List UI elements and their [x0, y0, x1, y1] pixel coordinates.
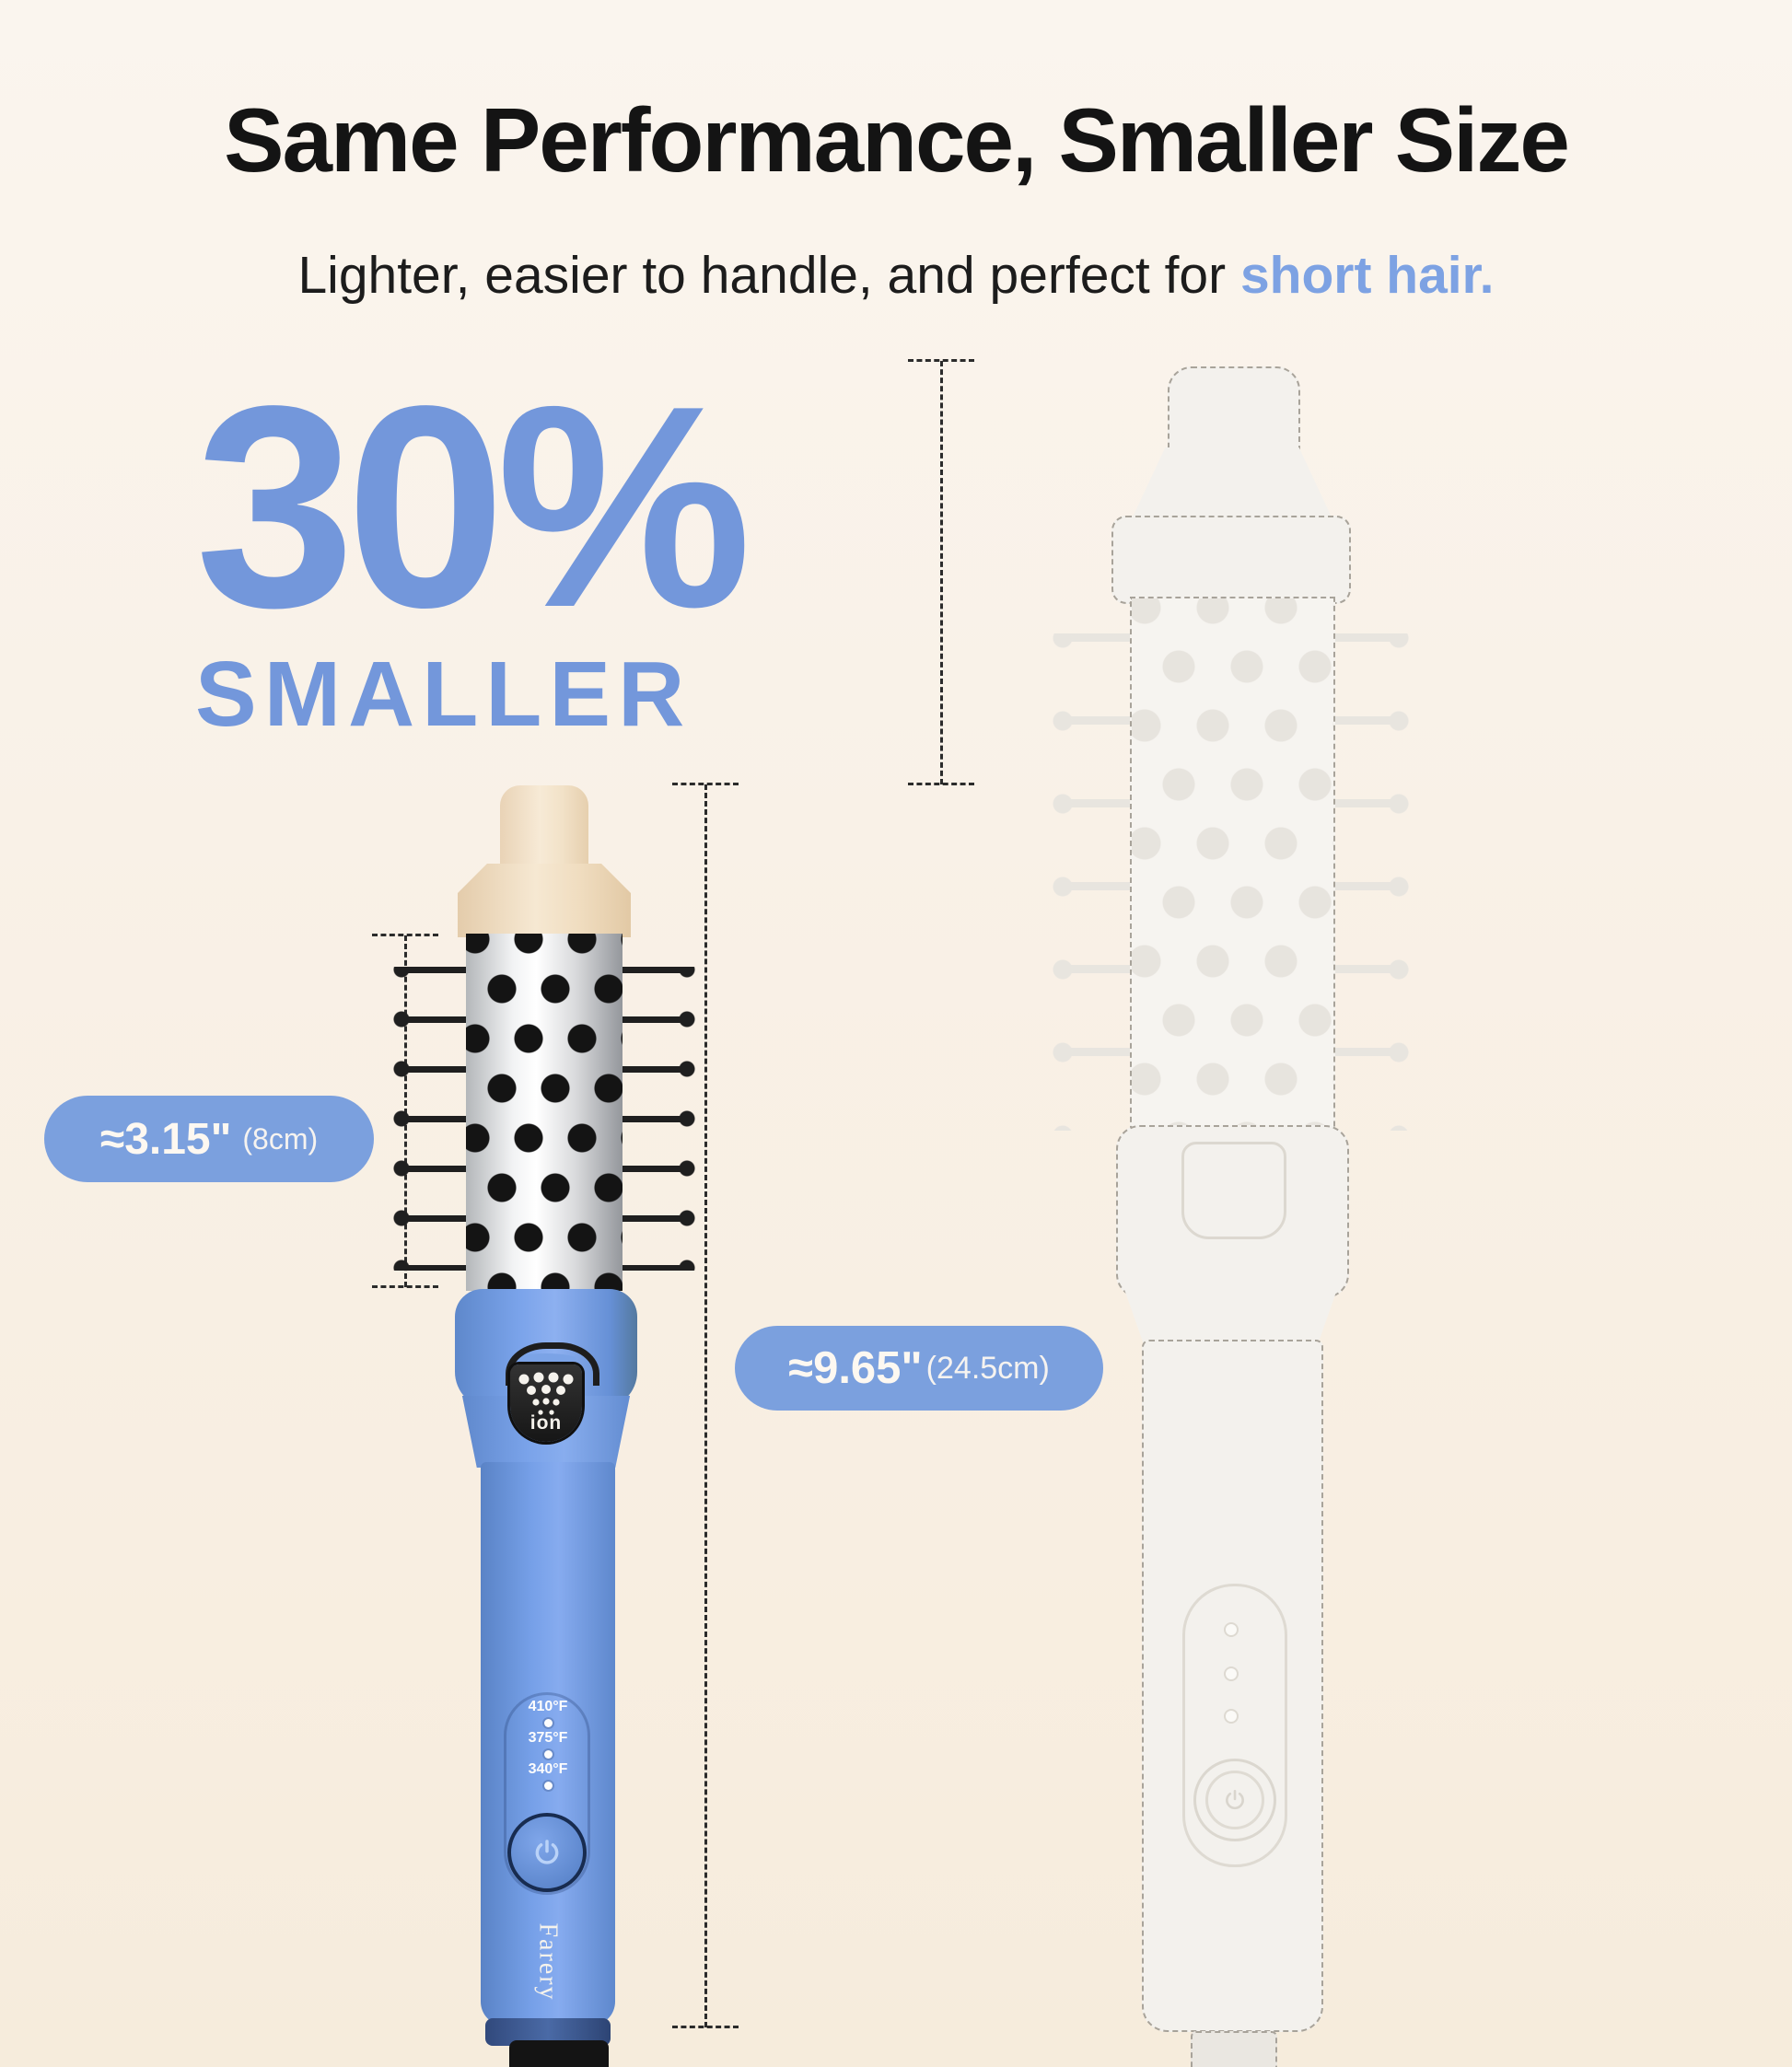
ghost-cord-base — [1191, 2031, 1277, 2067]
line-cap — [672, 2026, 739, 2028]
ghost-body-taper — [1123, 1285, 1339, 1344]
ghost-handle — [1142, 1340, 1323, 2032]
temp-setting-mid: 375°F — [528, 1730, 568, 1746]
line-cap — [372, 1285, 438, 1288]
ion-badge-hood — [506, 1342, 599, 1386]
total-length-unit: (24.5cm) — [925, 1350, 1050, 1386]
ghost-ion-cover — [1181, 1142, 1286, 1239]
power-button — [507, 1813, 587, 1892]
product-barrel — [466, 934, 623, 1291]
total-length-badge: ≈9.65" (24.5cm) — [735, 1326, 1103, 1411]
ghost-control-panel — [1182, 1584, 1287, 1867]
barrel-length-value: ≈3.15" — [99, 1114, 232, 1164]
power-icon — [535, 1840, 559, 1864]
ion-label: ion — [529, 1412, 563, 1434]
product-tip-cap-flare — [458, 864, 631, 937]
line-stem — [704, 784, 707, 2027]
product-handle — [481, 1462, 615, 2026]
line-cap — [672, 783, 739, 785]
subtitle-text: Lighter, easier to handle, and perfect f… — [297, 246, 1240, 305]
line-stem — [940, 361, 943, 784]
ghost-barrel — [1130, 597, 1335, 1132]
page-title: Same Performance, Smaller Size — [224, 89, 1570, 191]
size-stat: 30% SMALLER — [195, 347, 751, 748]
product-tip-cap — [500, 785, 588, 873]
subtitle-highlight: short hair. — [1239, 246, 1495, 305]
ion-badge: ion — [510, 1364, 582, 1442]
line-cap — [908, 783, 974, 785]
ghost-bristle-tips-left — [1052, 633, 1074, 1131]
temp-setting-high: 410°F — [528, 1699, 568, 1714]
page-subtitle: Lighter, easier to handle, and perfect f… — [0, 245, 1792, 306]
stat-value: 30% — [195, 347, 751, 668]
total-length-value: ≈9.65" — [788, 1343, 923, 1393]
temp-setting-low: 340°F — [528, 1761, 568, 1777]
bristle-tufts — [466, 934, 623, 1291]
bristle-pins-right — [619, 967, 687, 1271]
temp-led-high — [543, 1719, 553, 1727]
bristle-pins-left — [401, 967, 470, 1271]
ghost-barrel-collar — [1111, 516, 1351, 604]
control-panel — [504, 1692, 590, 1895]
ghost-nozzle-knob — [1168, 366, 1300, 455]
bristle-tips-right — [678, 967, 696, 1271]
ghost-nozzle-neck — [1131, 447, 1333, 521]
temp-led-low — [543, 1782, 553, 1790]
temp-led-mid — [543, 1750, 553, 1759]
stat-label: SMALLER — [195, 643, 692, 747]
ghost-bristle-tips-right — [1388, 633, 1410, 1131]
temperature-settings: 410°F 375°F 340°F — [481, 1700, 615, 1794]
ion-spray-icon — [518, 1372, 574, 1415]
barrel-length-badge: ≈3.15" (8cm) — [44, 1096, 374, 1182]
ghost-bristle-tufts — [1132, 598, 1333, 1131]
ghost-temp-led — [1226, 1624, 1237, 1635]
barrel-length-unit: (8cm) — [242, 1121, 319, 1155]
bristle-tips-left — [392, 967, 411, 1271]
power-cord — [509, 2040, 609, 2067]
ghost-temp-led — [1226, 1711, 1237, 1722]
line-cap — [908, 359, 974, 362]
ghost-temp-led — [1226, 1668, 1237, 1679]
brand-mark: Farery — [481, 1902, 615, 2022]
ghost-power-icon — [1205, 1771, 1264, 1829]
ghost-power-button — [1193, 1759, 1276, 1841]
brand-name: Farery — [533, 1922, 563, 2002]
line-cap — [372, 934, 438, 936]
